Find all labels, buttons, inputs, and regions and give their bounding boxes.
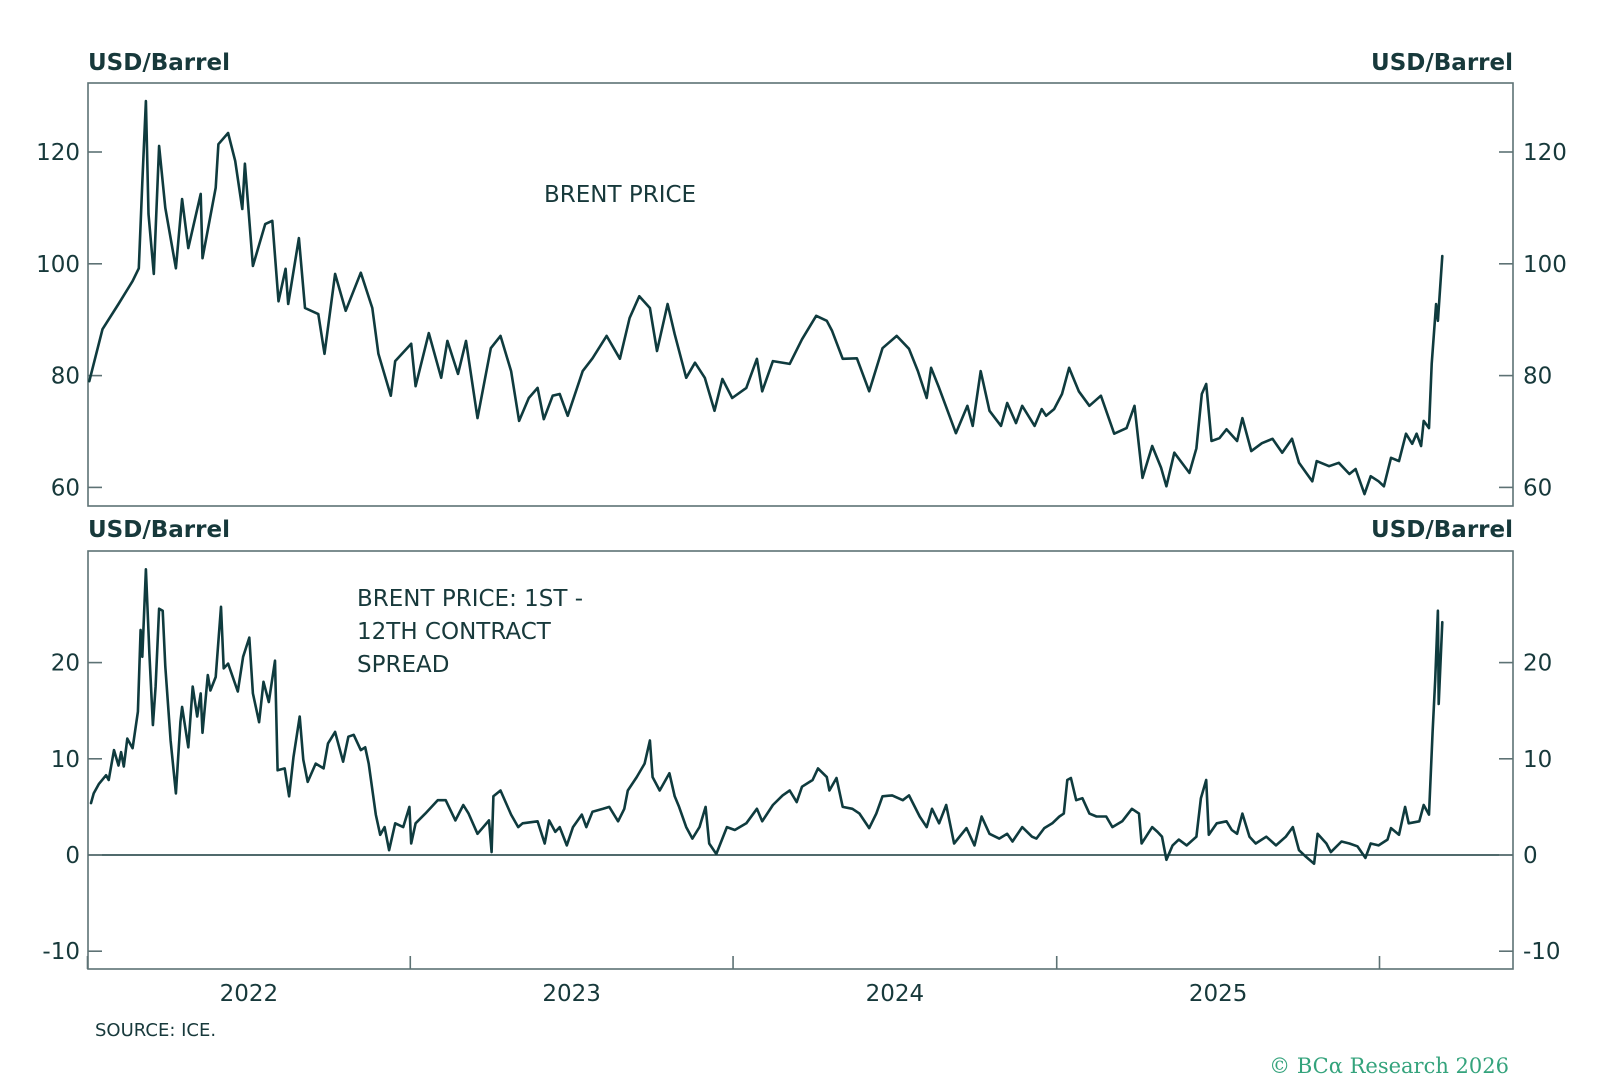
left-y-tick-label: 0 <box>65 843 80 869</box>
right-y-tick-label: 10 <box>1523 747 1552 773</box>
x-year-label: 2023 <box>542 981 601 1007</box>
right-y-tick-label: 80 <box>1523 364 1552 390</box>
right-y-tick-label: 120 <box>1523 140 1567 166</box>
spread-panel: USD/Barrel USD/Barrel BRENT PRICE: 1ST -… <box>42 517 1561 970</box>
left-y-tick-label: 10 <box>51 747 80 773</box>
x-year-label: 2022 <box>220 981 279 1007</box>
bottom-panel-title-line-3: SPREAD <box>357 652 449 678</box>
brent-price-line <box>88 99 1444 496</box>
bottom-right-unit-label: USD/Barrel <box>1371 517 1513 543</box>
bottom-left-unit-label: USD/Barrel <box>88 517 230 543</box>
right-y-tick-label: 100 <box>1523 252 1567 278</box>
x-axis: 2022 2023 2024 2025 <box>86 956 1381 1007</box>
x-year-label: 2025 <box>1189 981 1248 1007</box>
source-note: SOURCE: ICE. <box>95 1020 216 1041</box>
left-y-tick-label: 60 <box>51 475 80 501</box>
right-y-tick-label: 60 <box>1523 475 1552 501</box>
left-y-tick-label: -10 <box>42 939 80 965</box>
top-right-unit-label: USD/Barrel <box>1371 50 1513 76</box>
top-panel-title: BRENT PRICE <box>544 182 696 208</box>
copyright-logo-text: © BCα Research 2026 <box>1269 1054 1509 1078</box>
left-y-tick-label: 100 <box>36 252 80 278</box>
left-y-tick-label: 120 <box>36 140 80 166</box>
left-y-tick-label: 20 <box>51 651 80 677</box>
right-y-tick-label: 20 <box>1523 651 1552 677</box>
bottom-panel-title-line-1: BRENT PRICE: 1ST - <box>357 586 583 612</box>
x-year-label: 2024 <box>866 981 925 1007</box>
right-y-tick-label: 0 <box>1523 843 1538 869</box>
spread-line <box>89 568 1444 865</box>
left-y-tick-label: 80 <box>51 364 80 390</box>
brent-price-panel: USD/Barrel USD/Barrel BRENT PRICE 60 60 80… <box>36 50 1567 507</box>
right-y-tick-label: -10 <box>1523 939 1561 965</box>
top-plot-frame <box>87 82 1514 507</box>
bottom-panel-title-line-2: 12TH CONTRACT <box>357 619 552 645</box>
top-left-unit-label: USD/Barrel <box>88 50 230 76</box>
bottom-plot-frame <box>87 550 1514 970</box>
